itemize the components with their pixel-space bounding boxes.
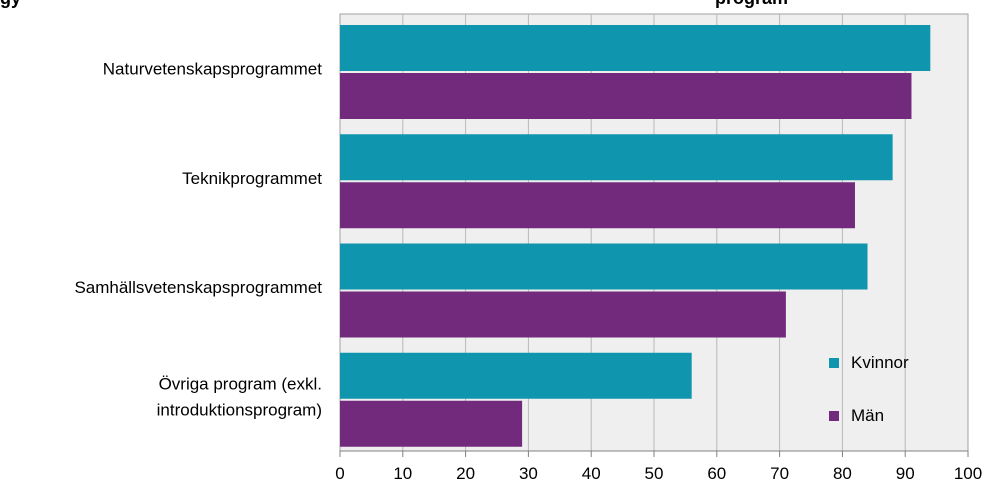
category-label: introduktionsprogram) xyxy=(157,400,322,419)
x-tick-label: 70 xyxy=(770,464,789,483)
bar-kvinnor xyxy=(340,243,868,290)
x-tick-label: 60 xyxy=(707,464,726,483)
legend-label: Män xyxy=(851,406,884,425)
chart-title-fragments: gy program xyxy=(0,0,788,8)
x-tick-label: 0 xyxy=(335,464,344,483)
x-tick-labels: 0 10 20 30 40 50 60 70 80 90 100 xyxy=(335,464,982,483)
bar-kvinnor xyxy=(340,25,931,71)
title-fragment: gy xyxy=(0,0,21,8)
legend: Kvinnor Män xyxy=(829,353,909,425)
bar-man xyxy=(340,291,786,338)
x-tick-label: 90 xyxy=(896,464,915,483)
bar-man xyxy=(340,400,523,447)
x-tick-label: 10 xyxy=(393,464,412,483)
x-tick-label: 50 xyxy=(645,464,664,483)
category-label: Övriga program (exkl. xyxy=(159,374,322,393)
bar-kvinnor xyxy=(340,352,692,399)
category-label: Teknikprogrammet xyxy=(182,169,322,188)
legend-swatch xyxy=(829,358,839,368)
category-labels: Naturvetenskapsprogrammet Teknikprogramme… xyxy=(74,60,322,420)
x-tick-label: 80 xyxy=(833,464,852,483)
bar-man xyxy=(340,73,912,119)
category-label: Naturvetenskapsprogrammet xyxy=(103,60,322,79)
x-tick-label: 20 xyxy=(456,464,475,483)
bar-man xyxy=(340,182,855,229)
legend-swatch xyxy=(829,411,839,421)
category-label: Samhällsvetenskapsprogrammet xyxy=(74,278,322,297)
legend-label: Kvinnor xyxy=(851,353,909,372)
x-tick-label: 40 xyxy=(582,464,601,483)
title-fragment: program xyxy=(715,0,788,8)
x-tick-label: 30 xyxy=(519,464,538,483)
bars xyxy=(340,25,931,447)
x-tick-label: 100 xyxy=(954,464,982,483)
bar-kvinnor xyxy=(340,134,893,181)
